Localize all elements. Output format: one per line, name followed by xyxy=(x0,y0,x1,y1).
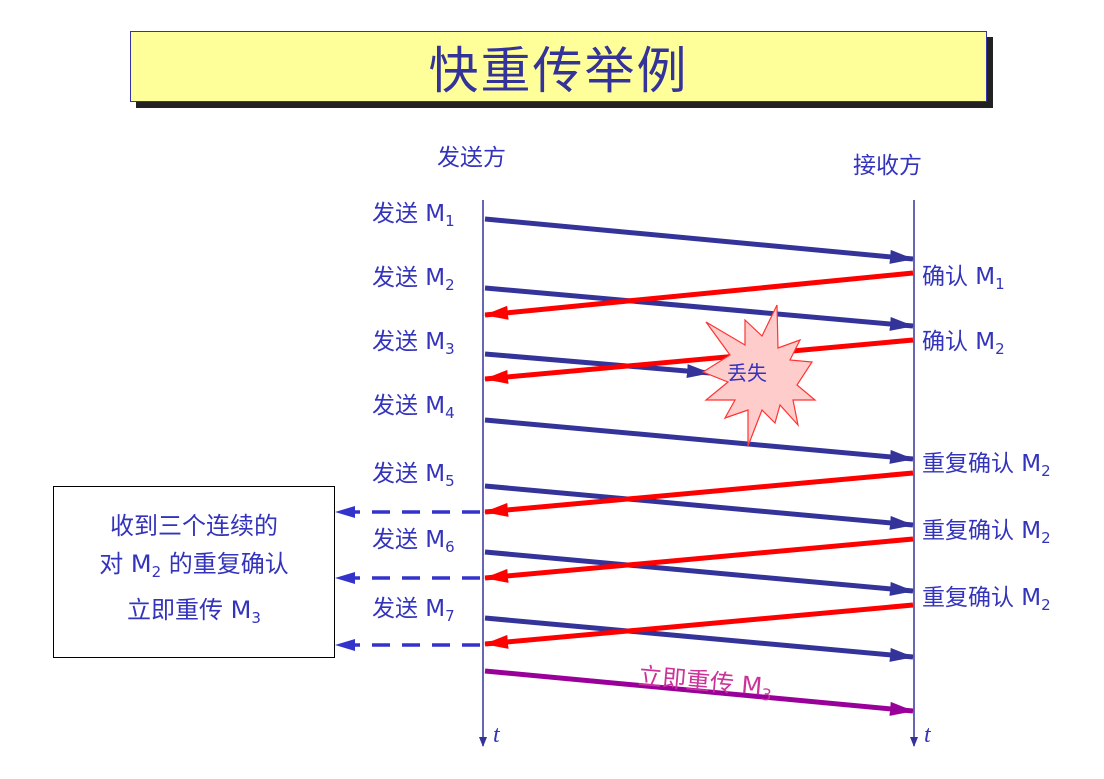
segment-m6-arrow xyxy=(484,549,914,596)
segment-m2-arrow xyxy=(484,285,914,331)
sender-event: 发送 M2 xyxy=(372,265,455,294)
fast-retransmit-note: 收到三个连续的 对 M2 的重复确认 立即重传 M3 xyxy=(53,486,335,658)
sender-event: 发送 M7 xyxy=(372,596,455,625)
receiver-label: 接收方 xyxy=(853,153,922,179)
note-line-1: 收到三个连续的 xyxy=(110,512,278,540)
sender-event: 发送 M6 xyxy=(372,527,455,556)
segment-m4-arrow xyxy=(484,417,914,464)
sender-event: 发送 M4 xyxy=(372,393,455,422)
ack-m2-arrow xyxy=(484,337,914,384)
dashed-arrows xyxy=(335,506,480,651)
segment-m1-arrow xyxy=(484,216,914,264)
segment-m3-arrow xyxy=(484,351,711,379)
receiver-event: 重复确认 M2 xyxy=(922,518,1051,547)
sender-event: 发送 M1 xyxy=(372,201,455,230)
retransmit-m3-arrow xyxy=(484,668,914,716)
note-line-2: 对 M2 的重复确认 xyxy=(99,550,289,581)
sender-label: 发送方 xyxy=(437,145,506,171)
ack-m1-arrow xyxy=(484,270,914,320)
sender-time-label: t xyxy=(493,722,500,748)
receiver-event: 确认 M1 xyxy=(922,264,1005,293)
receiver-event: 确认 M2 xyxy=(922,329,1005,358)
dup-ack-1-arrow xyxy=(484,470,914,517)
receiver-time-label: t xyxy=(924,722,931,748)
segment-m7-arrow xyxy=(484,615,914,662)
receiver-event: 重复确认 M2 xyxy=(922,451,1051,480)
sender-event: 发送 M3 xyxy=(372,329,455,358)
receiver-event: 重复确认 M2 xyxy=(922,585,1051,614)
page-title: 快重传举例 xyxy=(428,41,689,100)
title-banner: 快重传举例 xyxy=(130,31,987,102)
data-arrows xyxy=(484,216,914,662)
segment-m5-arrow xyxy=(484,483,914,530)
note-line-3: 立即重传 M3 xyxy=(127,596,261,627)
dup-ack-3-arrow xyxy=(484,602,914,649)
ack-arrows xyxy=(484,270,914,649)
sender-event: 发送 M5 xyxy=(372,461,455,490)
loss-starburst-icon xyxy=(701,304,817,447)
dup-ack-2-arrow xyxy=(484,536,914,583)
loss-label: 丢失 xyxy=(727,361,767,385)
